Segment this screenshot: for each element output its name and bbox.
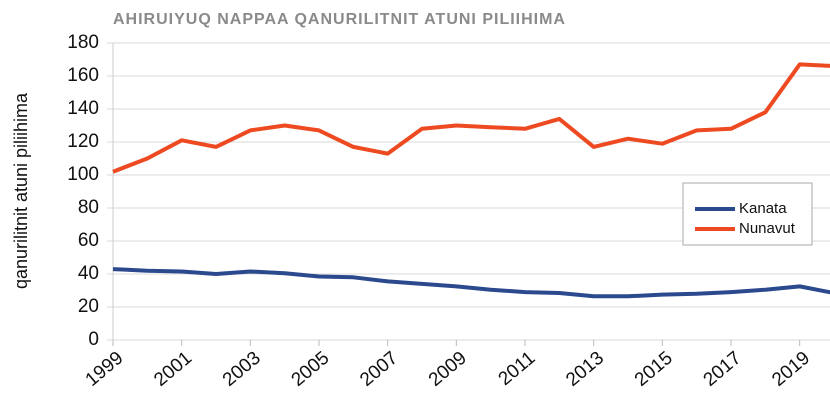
y-tick-label: 80 xyxy=(78,197,99,218)
x-tick-label: 2015 xyxy=(631,348,677,391)
x-tick-label: 2001 xyxy=(150,348,196,391)
y-axis-label: qanurilitnit atuni piliihima xyxy=(11,92,31,289)
y-tick-label: 40 xyxy=(78,263,99,284)
legend-label: Nunavut xyxy=(739,220,796,237)
y-tick-label: 160 xyxy=(67,65,99,86)
y-tick-label: 20 xyxy=(78,296,99,317)
x-tick-label: 2009 xyxy=(425,348,471,391)
y-tick-label: 60 xyxy=(78,230,99,251)
series-line xyxy=(113,269,830,296)
y-tick-label: 180 xyxy=(67,32,99,53)
y-tick-label: 0 xyxy=(88,329,99,350)
x-tick-label: 2017 xyxy=(700,348,746,391)
y-tick-label: 100 xyxy=(67,164,99,185)
series-line xyxy=(113,64,830,171)
x-tick-label: 2011 xyxy=(495,348,540,390)
x-tick-label: 2005 xyxy=(288,348,334,391)
legend-label: Kanata xyxy=(739,200,787,217)
y-tick-label: 140 xyxy=(67,98,99,119)
chart-title: AHIRUIYUQ NAPPAA QANURILITNIT ATUNI PILI… xyxy=(113,11,566,28)
chart: AHIRUIYUQ NAPPAA QANURILITNIT ATUNI PILI… xyxy=(0,0,830,406)
x-tick-label: 2013 xyxy=(562,348,608,391)
x-tick-label: 1999 xyxy=(82,348,128,391)
x-tick-label: 2007 xyxy=(356,348,402,391)
x-tick-label: 2019 xyxy=(768,348,814,391)
x-tick-label: 2003 xyxy=(219,348,265,391)
y-tick-label: 120 xyxy=(67,131,99,152)
